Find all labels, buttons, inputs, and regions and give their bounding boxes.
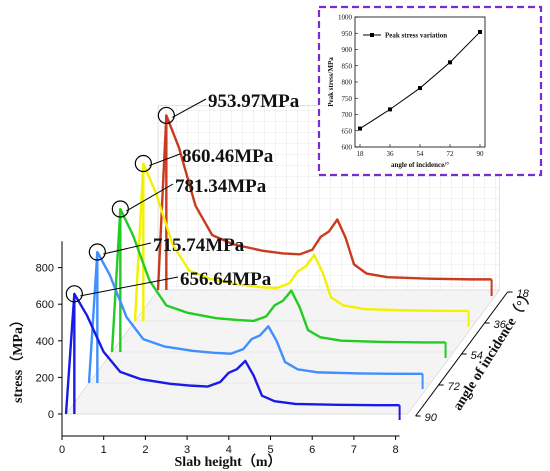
inset-y-tick-label: 700 <box>342 111 353 119</box>
series-90 <box>64 285 401 420</box>
inset-x-axis-title: angle of incidence/° <box>391 161 449 169</box>
x-tick-label: 8 <box>393 444 399 456</box>
y-tick-label: 400 <box>36 336 54 348</box>
inset-x-tick-label: 36 <box>387 150 395 158</box>
series-layer <box>64 106 493 420</box>
peak-marker-36 <box>134 154 152 173</box>
peak-label-90: 656.64MPa <box>180 269 272 290</box>
inset-y-tick-label: 750 <box>342 95 353 103</box>
peak-labels-layer: 656.64MPa 715.74MPa 781.34MPa 860.46MPa 953.… <box>80 91 300 297</box>
z-tick-label: 90 <box>425 412 438 424</box>
peak-stress-inset: 600 650 700 750 800 850 900 950 1000 18 36 54 72 90 P… <box>317 5 543 177</box>
inset-y-tick-label: 1000 <box>338 14 353 22</box>
z-tick-label: 54 <box>471 350 483 362</box>
inset-series <box>358 29 482 131</box>
peak-label-54: 781.34MPa <box>175 176 267 197</box>
x-tick-label: 6 <box>309 444 315 456</box>
series-line-90 <box>64 292 400 415</box>
peak-marker-54 <box>111 200 129 218</box>
inset-x-tick-label: 90 <box>477 150 485 158</box>
z-tick-label: 72 <box>448 381 460 393</box>
series-36 <box>133 154 470 327</box>
y-tick-label: 600 <box>36 299 54 311</box>
x-tick-label: 0 <box>59 444 65 456</box>
inset-y-tick-label: 900 <box>342 46 353 54</box>
y-tick-label: 0 <box>48 409 54 421</box>
series-72 <box>87 243 424 389</box>
peak-label-36: 860.46MPa <box>182 146 274 167</box>
inset-point <box>358 126 362 131</box>
peak-marker-18 <box>157 106 175 125</box>
peak-marker-90 <box>65 285 83 303</box>
inset-y-tick-label: 950 <box>342 30 353 38</box>
inset-point <box>388 107 392 112</box>
series-54 <box>110 200 447 358</box>
inset-legend-label: Peak stress variation <box>385 32 447 40</box>
x-tick-label: 5 <box>267 444 273 456</box>
x-tick-label: 3 <box>184 444 190 456</box>
series-line-72 <box>87 250 423 384</box>
x-tick-label: 4 <box>226 444 232 456</box>
inset-point <box>478 29 482 34</box>
inset-ticks: 600 650 700 750 800 850 900 950 1000 18 36 54 72 90 <box>338 14 484 159</box>
peak-connector-72 <box>103 242 152 255</box>
series-18 <box>156 106 493 296</box>
axes-layer: 0 200 400 600 800 0 1 2 3 4 5 6 7 8 90 72 54 36 18 <box>36 241 530 456</box>
peak-marker-72 <box>88 243 106 261</box>
y-tick-label: 200 <box>36 372 54 384</box>
inset-x-tick-label: 18 <box>357 150 365 158</box>
peak-label-18: 953.97MPa <box>208 91 300 112</box>
y-axis-title: stress（MPa） <box>10 313 26 403</box>
floor-plane <box>65 289 501 415</box>
series-line-18 <box>156 114 492 291</box>
x-tick-label: 7 <box>351 444 357 456</box>
inset-x-tick-label: 72 <box>447 150 455 158</box>
x-tick-label: 2 <box>142 444 148 456</box>
inset-point <box>418 86 422 91</box>
peak-connector-54 <box>126 183 174 212</box>
inset-point <box>448 60 452 65</box>
inset-y-tick-label: 650 <box>342 127 353 135</box>
inset-y-axis-title: Peak stress/MPa <box>327 57 335 107</box>
peak-label-72: 715.74MPa <box>153 235 245 256</box>
inset-legend-marker <box>370 33 374 37</box>
z-tick-label: 36 <box>494 319 507 331</box>
x-tick-label: 1 <box>101 444 107 456</box>
x-axis-title: Slab height（m） <box>175 454 282 470</box>
inset-y-tick-label: 800 <box>342 79 353 87</box>
series-line-54 <box>110 207 446 353</box>
inset-x-tick-label: 54 <box>417 150 425 158</box>
y-tick-label: 800 <box>36 263 54 275</box>
inset-y-tick-label: 850 <box>342 62 353 70</box>
z-tick-label: 18 <box>517 288 530 300</box>
series-line-36 <box>133 162 469 322</box>
peak-connector-36 <box>149 153 181 167</box>
inset-y-tick-label: 600 <box>342 144 353 152</box>
peak-connector-18 <box>172 98 207 118</box>
peak-connector-90 <box>80 276 179 297</box>
